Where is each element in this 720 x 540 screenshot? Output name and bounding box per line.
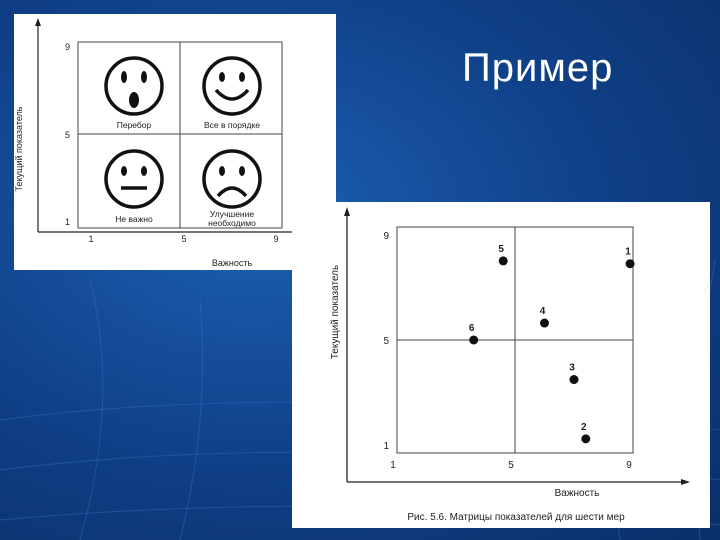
data-point-label-5: 5 <box>498 244 504 255</box>
scatter-matrix-panel: Текущий показатель Важность Рис. 5.6. Ма… <box>292 202 710 528</box>
scatter-x-axis-label: Важность <box>555 488 600 499</box>
data-point-label-3: 3 <box>569 363 575 374</box>
scatter-x-tick-1: 1 <box>390 460 396 471</box>
neutral-face-icon <box>104 149 164 209</box>
scatter-y-tick-9: 9 <box>383 231 389 242</box>
figure-caption: Рис. 5.6. Матрицы показателей для шести … <box>407 512 625 523</box>
scatter-y-tick-5: 5 <box>383 336 389 347</box>
quadrant-label-all-good: Все в порядке <box>204 120 260 130</box>
scatter-x-tick-5: 5 <box>508 460 514 471</box>
sad-face-icon <box>202 149 262 209</box>
quadrant-matrix-panel: Текущий показатель Важность 9 5 1 1 5 9 … <box>14 14 336 270</box>
data-point-label-2: 2 <box>581 422 587 433</box>
scatter-x-axis-arrow <box>681 479 690 485</box>
x-tick-5: 5 <box>181 234 186 244</box>
y-tick-9: 9 <box>65 42 70 52</box>
data-point-5 <box>498 256 508 266</box>
quadrant-label-overkill: Перебор <box>117 120 152 130</box>
data-point-label-4: 4 <box>540 306 546 317</box>
y-tick-5: 5 <box>65 130 70 140</box>
quadrant-label-improvement-line2: необходимо <box>208 218 256 228</box>
slide-title: Пример <box>462 46 614 90</box>
data-point-4 <box>540 318 549 328</box>
data-point-label-1: 1 <box>625 247 631 258</box>
y-tick-1: 1 <box>65 217 70 227</box>
x-axis-label: Важность <box>212 258 253 268</box>
y-axis-arrow <box>35 18 41 26</box>
quadrant-label-not-important: Не важно <box>115 214 153 224</box>
surprised-face-icon <box>104 56 164 116</box>
scatter-x-tick-9: 9 <box>626 460 632 471</box>
data-point-2 <box>581 434 591 444</box>
data-point-6 <box>469 335 479 345</box>
x-tick-9: 9 <box>273 234 278 244</box>
quadrant-label-improvement-line1: Улучшение <box>210 209 254 219</box>
y-axis-label: Текущий показатель <box>14 106 24 191</box>
smiling-face-icon <box>202 56 262 116</box>
data-point-1 <box>625 259 635 269</box>
scatter-y-axis-label: Текущий показатель <box>330 265 341 359</box>
x-tick-1: 1 <box>88 234 93 244</box>
scatter-y-axis-arrow <box>344 207 350 216</box>
scatter-y-tick-1: 1 <box>383 441 389 452</box>
data-point-label-6: 6 <box>469 323 475 334</box>
quadrant-matrix-svg: Текущий показатель Важность 9 5 1 1 5 9 … <box>14 18 332 268</box>
data-point-3 <box>569 375 579 385</box>
scatter-chart: Текущий показатель Важность Рис. 5.6. Ма… <box>330 207 690 523</box>
